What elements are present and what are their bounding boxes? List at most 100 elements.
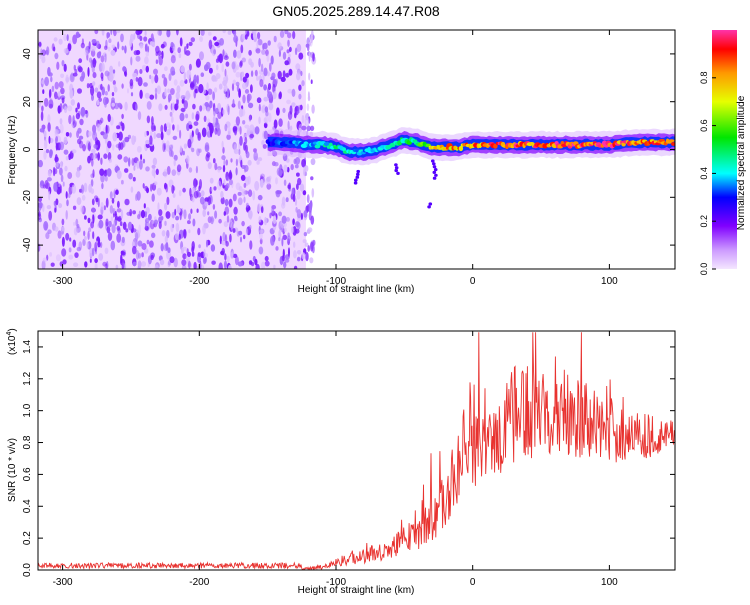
noise-speckle <box>296 72 301 81</box>
noise-speckle <box>275 78 278 85</box>
noise-speckle <box>287 184 291 189</box>
noise-speckle <box>78 164 82 171</box>
noise-speckle <box>164 220 167 226</box>
noise-speckle <box>65 232 70 241</box>
noise-speckle <box>57 183 62 189</box>
noise-speckle <box>97 241 101 248</box>
noise-speckle <box>195 113 200 122</box>
noise-speckle <box>232 126 238 132</box>
noise-speckle <box>61 226 65 232</box>
noise-speckle <box>98 253 104 261</box>
noise-speckle <box>248 260 253 265</box>
noise-speckle <box>162 143 166 153</box>
noise-speckle <box>283 164 288 173</box>
noise-speckle <box>242 94 246 104</box>
noise-speckle <box>296 43 302 53</box>
noise-speckle <box>66 199 69 207</box>
noise-speckle <box>65 132 70 137</box>
noise-speckle <box>239 126 242 135</box>
noise-speckle <box>259 229 264 234</box>
ridge-point <box>528 142 535 146</box>
noise-speckle <box>119 221 123 227</box>
noise-speckle <box>51 43 55 51</box>
noise-speckle <box>228 198 233 208</box>
noise-speckle <box>141 243 147 250</box>
noise-speckle <box>69 237 72 242</box>
noise-speckle <box>281 215 287 224</box>
noise-speckle <box>238 88 242 98</box>
noise-speckle <box>90 188 95 195</box>
noise-speckle <box>254 69 258 77</box>
noise-speckle <box>42 89 45 94</box>
noise-speckle <box>278 211 282 217</box>
noise-speckle <box>62 181 65 187</box>
noise-speckle <box>273 119 278 129</box>
noise-speckle <box>219 38 225 46</box>
ridge-tail <box>355 175 360 179</box>
noise-speckle <box>151 116 154 125</box>
noise-speckle <box>232 253 238 258</box>
noise-speckle <box>104 70 110 77</box>
noise-speckle <box>182 187 186 193</box>
x-tick-label: -200 <box>189 276 209 287</box>
noise-speckle <box>258 116 261 125</box>
noise-speckle <box>283 261 287 269</box>
noise-speckle <box>118 131 123 141</box>
noise-speckle <box>63 149 69 155</box>
noise-speckle <box>132 210 137 215</box>
noise-speckle <box>256 160 260 165</box>
noise-speckle <box>222 30 226 34</box>
noise-speckle <box>205 153 210 162</box>
noise-speckle <box>44 76 49 87</box>
noise-speckle <box>166 196 170 206</box>
noise-speckle <box>63 47 69 54</box>
noise-speckle <box>244 89 250 94</box>
noise-speckle <box>164 202 168 211</box>
noise-speckle <box>175 91 180 100</box>
noise-speckle <box>149 94 155 100</box>
noise-speckle <box>164 182 167 190</box>
noise-speckle <box>311 188 315 198</box>
noise-speckle <box>91 198 95 206</box>
noise-speckle <box>113 84 117 89</box>
noise-speckle <box>89 258 92 263</box>
noise-speckle <box>207 31 212 36</box>
noise-speckle <box>82 238 86 246</box>
noise-speckle <box>42 204 45 213</box>
noise-speckle <box>188 124 193 130</box>
noise-speckle <box>268 112 272 123</box>
noise-speckle <box>264 216 267 226</box>
noise-speckle <box>276 107 280 116</box>
spectrogram-x-axis: -300 -200 -100 0 100 <box>53 30 618 287</box>
noise-speckle <box>79 118 84 126</box>
noise-speckle <box>54 226 59 232</box>
ridge-tail <box>427 205 431 209</box>
noise-speckle <box>91 148 96 154</box>
noise-speckle <box>308 72 311 81</box>
noise-speckle <box>215 73 221 80</box>
noise-speckle <box>214 41 220 47</box>
noise-speckle <box>188 167 193 173</box>
noise-speckle <box>294 198 298 206</box>
noise-speckle <box>264 115 269 124</box>
y-tick-label: 1.4 <box>22 340 33 354</box>
noise-speckle <box>180 107 186 112</box>
noise-speckle <box>266 71 270 77</box>
noise-speckle <box>253 148 257 153</box>
noise-speckle <box>246 93 250 104</box>
noise-speckle <box>191 147 195 153</box>
noise-speckle <box>154 74 159 84</box>
noise-speckle <box>158 209 163 217</box>
noise-speckle <box>115 264 119 269</box>
noise-speckle <box>167 88 171 94</box>
noise-speckle <box>60 160 63 168</box>
noise-speckle <box>218 218 222 224</box>
noise-speckle <box>258 246 264 255</box>
noise-speckle <box>121 236 125 244</box>
noise-speckle <box>72 72 78 77</box>
colorbar-tick-label: 0.4 <box>699 167 709 180</box>
noise-speckle <box>106 32 111 38</box>
noise-speckle <box>291 226 294 234</box>
noise-speckle <box>41 105 44 112</box>
